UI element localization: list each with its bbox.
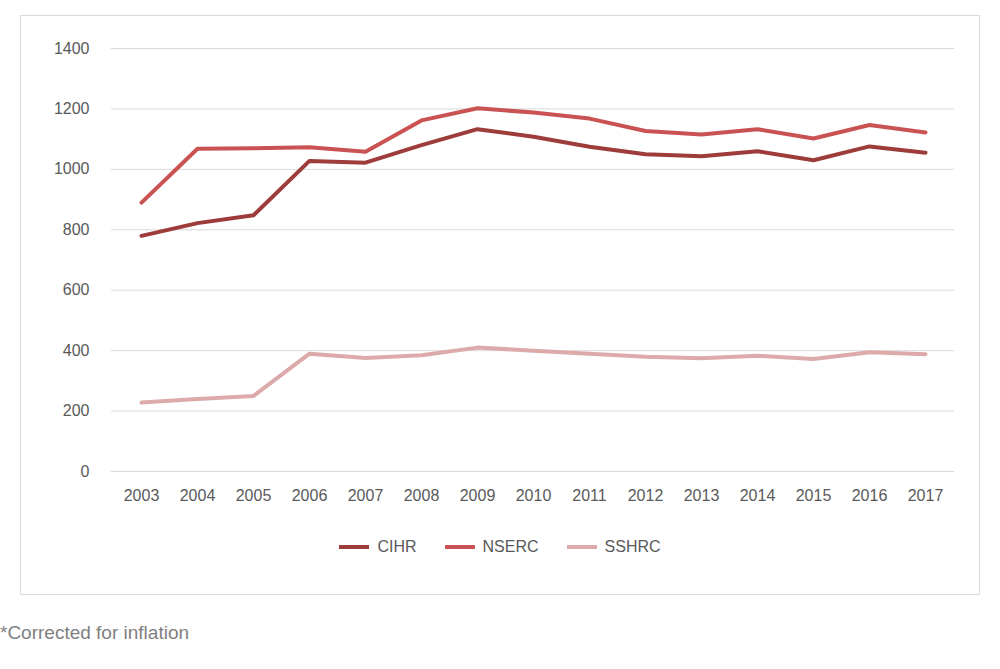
svg-text:2004: 2004 <box>180 487 216 504</box>
svg-text:600: 600 <box>63 281 90 298</box>
svg-text:2014: 2014 <box>740 487 776 504</box>
svg-text:800: 800 <box>63 221 90 238</box>
svg-text:2006: 2006 <box>292 487 328 504</box>
html-text:*Corrected for inflation: *Corrected for inflation <box>0 622 189 643</box>
svg-text:2016: 2016 <box>852 487 888 504</box>
svg-text:0: 0 <box>81 463 90 480</box>
svg-text:2009: 2009 <box>460 487 496 504</box>
html-text:SSHRC: SSHRC <box>604 538 661 555</box>
svg-text:200: 200 <box>63 402 90 419</box>
svg-text:2012: 2012 <box>628 487 664 504</box>
svg-text:2013: 2013 <box>684 487 720 504</box>
html-text:CIHR: CIHR <box>377 538 417 555</box>
svg-text:400: 400 <box>63 342 90 359</box>
svg-text:1000: 1000 <box>54 160 90 177</box>
svg-text:2008: 2008 <box>404 487 440 504</box>
svg-text:2010: 2010 <box>516 487 552 504</box>
svg-text:2007: 2007 <box>348 487 384 504</box>
svg-text:2003: 2003 <box>124 487 160 504</box>
html-text:NSERC: NSERC <box>482 538 539 555</box>
svg-text:2017: 2017 <box>908 487 944 504</box>
svg-text:1400: 1400 <box>54 40 90 57</box>
svg-text:1200: 1200 <box>54 100 90 117</box>
svg-text:2005: 2005 <box>236 487 272 504</box>
svg-text:2015: 2015 <box>796 487 832 504</box>
svg-text:2011: 2011 <box>572 487 607 504</box>
